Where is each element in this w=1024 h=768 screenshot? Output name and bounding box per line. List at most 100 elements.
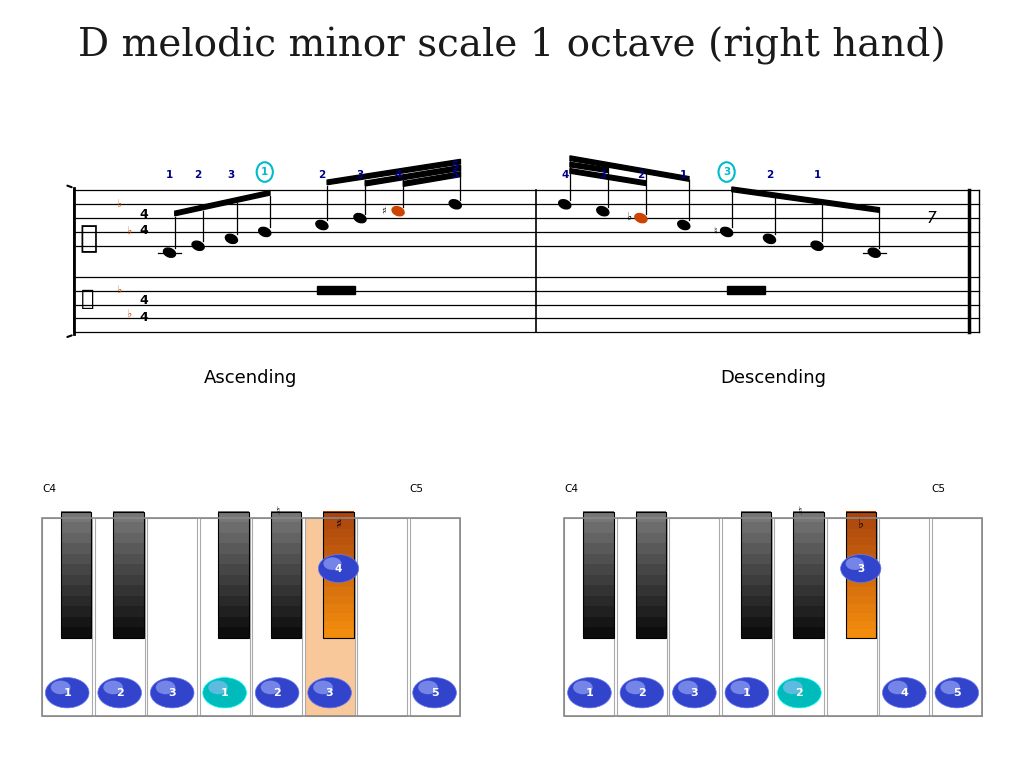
Bar [826, 518, 877, 716]
Text: 1: 1 [586, 687, 593, 698]
Text: 1: 1 [166, 170, 173, 180]
Bar [636, 553, 666, 564]
Text: ♭: ♭ [126, 310, 131, 320]
Bar [583, 584, 613, 596]
Text: 1: 1 [63, 687, 71, 698]
Circle shape [45, 677, 89, 708]
Bar [583, 564, 613, 574]
Text: Ascending: Ascending [204, 369, 298, 386]
Circle shape [673, 677, 716, 708]
Bar [60, 564, 91, 574]
Circle shape [935, 677, 979, 708]
Text: 3: 3 [599, 170, 606, 180]
Text: C4: C4 [42, 485, 56, 495]
Bar [60, 574, 91, 585]
Circle shape [98, 677, 141, 708]
Bar [793, 511, 823, 522]
Bar [270, 511, 301, 638]
Bar [932, 518, 982, 716]
Text: 3: 3 [857, 564, 864, 574]
Bar [846, 570, 876, 579]
Bar [636, 511, 666, 638]
Bar [636, 606, 666, 617]
Ellipse shape [392, 207, 404, 216]
Bar [114, 606, 143, 617]
Bar [270, 606, 301, 617]
Circle shape [621, 677, 664, 708]
Circle shape [103, 680, 123, 694]
Bar [324, 553, 353, 562]
Ellipse shape [193, 241, 204, 250]
Bar [616, 518, 667, 716]
Bar [793, 521, 823, 533]
Circle shape [883, 677, 926, 708]
Text: ♯: ♯ [336, 518, 342, 531]
Polygon shape [732, 187, 880, 212]
Bar [324, 629, 353, 638]
Bar [410, 518, 460, 716]
Bar [740, 564, 771, 574]
Bar [317, 286, 355, 294]
Bar [114, 627, 143, 638]
Bar [846, 536, 876, 545]
Bar [846, 578, 876, 588]
Bar [218, 584, 249, 596]
Bar [324, 528, 353, 537]
Bar [218, 627, 249, 638]
Bar [94, 518, 144, 716]
Circle shape [208, 680, 228, 694]
Bar [583, 511, 613, 522]
Circle shape [725, 677, 769, 708]
Bar [218, 553, 249, 564]
Bar [846, 629, 876, 638]
Bar [218, 616, 249, 627]
Bar [218, 595, 249, 607]
Bar [846, 595, 876, 604]
Bar [324, 578, 353, 588]
Bar [60, 627, 91, 638]
Bar [846, 511, 876, 520]
Bar [114, 616, 143, 627]
Text: D melodic minor scale 1 octave (right hand): D melodic minor scale 1 octave (right ha… [78, 27, 946, 65]
Text: 4: 4 [335, 564, 342, 574]
Bar [60, 553, 91, 564]
Text: 3: 3 [227, 170, 236, 180]
Bar [114, 521, 143, 533]
Bar [793, 511, 823, 638]
Ellipse shape [315, 220, 328, 230]
Bar [583, 606, 613, 617]
Bar [324, 604, 353, 613]
Bar [793, 616, 823, 627]
Bar [218, 521, 249, 533]
Bar [218, 606, 249, 617]
Bar [636, 521, 666, 533]
Bar [200, 518, 250, 716]
Bar [60, 606, 91, 617]
Bar [740, 543, 771, 554]
Bar [727, 286, 765, 294]
Bar [636, 543, 666, 554]
Bar [774, 518, 824, 716]
Bar [42, 518, 460, 716]
Circle shape [626, 680, 645, 694]
Text: ♭: ♭ [126, 227, 131, 237]
Bar [564, 518, 982, 716]
Text: C5: C5 [932, 485, 946, 495]
Circle shape [313, 680, 333, 694]
Text: ♭: ♭ [626, 213, 632, 223]
Polygon shape [175, 190, 270, 216]
Circle shape [308, 677, 351, 708]
Bar [564, 518, 614, 716]
Bar [60, 616, 91, 627]
Circle shape [418, 680, 438, 694]
Bar [60, 543, 91, 554]
Bar [793, 627, 823, 638]
Bar [846, 553, 876, 562]
Bar [324, 561, 353, 571]
Bar [846, 528, 876, 537]
Polygon shape [570, 156, 689, 181]
Bar [252, 518, 302, 716]
Bar [324, 621, 353, 630]
Bar [740, 521, 771, 533]
Circle shape [888, 680, 907, 694]
